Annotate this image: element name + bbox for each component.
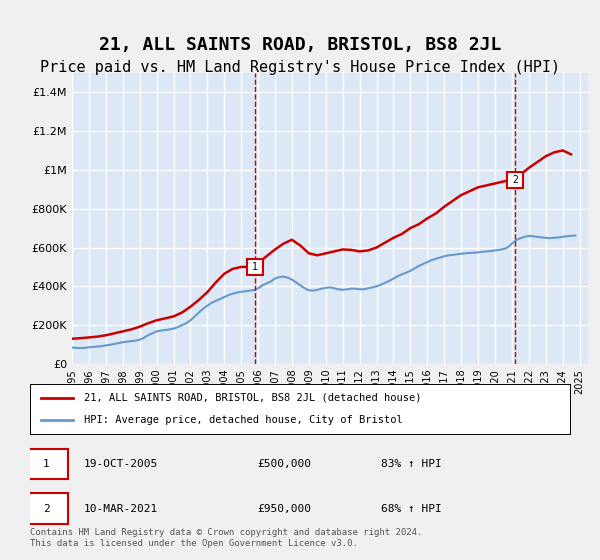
Text: HPI: Average price, detached house, City of Bristol: HPI: Average price, detached house, City… xyxy=(84,415,403,425)
Text: Contains HM Land Registry data © Crown copyright and database right 2024.
This d: Contains HM Land Registry data © Crown c… xyxy=(30,528,422,548)
Text: 19-OCT-2005: 19-OCT-2005 xyxy=(84,459,158,469)
Text: 1: 1 xyxy=(252,262,257,272)
Text: 68% ↑ HPI: 68% ↑ HPI xyxy=(381,503,442,514)
Text: 10-MAR-2021: 10-MAR-2021 xyxy=(84,503,158,514)
Text: 83% ↑ HPI: 83% ↑ HPI xyxy=(381,459,442,469)
Text: £950,000: £950,000 xyxy=(257,503,311,514)
Text: Price paid vs. HM Land Registry's House Price Index (HPI): Price paid vs. HM Land Registry's House … xyxy=(40,60,560,74)
FancyBboxPatch shape xyxy=(25,449,68,479)
Text: 1: 1 xyxy=(43,459,50,469)
Text: £500,000: £500,000 xyxy=(257,459,311,469)
FancyBboxPatch shape xyxy=(25,493,68,524)
Text: 21, ALL SAINTS ROAD, BRISTOL, BS8 2JL: 21, ALL SAINTS ROAD, BRISTOL, BS8 2JL xyxy=(99,36,501,54)
Text: 21, ALL SAINTS ROAD, BRISTOL, BS8 2JL (detached house): 21, ALL SAINTS ROAD, BRISTOL, BS8 2JL (d… xyxy=(84,393,421,403)
Text: 2: 2 xyxy=(43,503,50,514)
Text: 2: 2 xyxy=(512,175,518,185)
